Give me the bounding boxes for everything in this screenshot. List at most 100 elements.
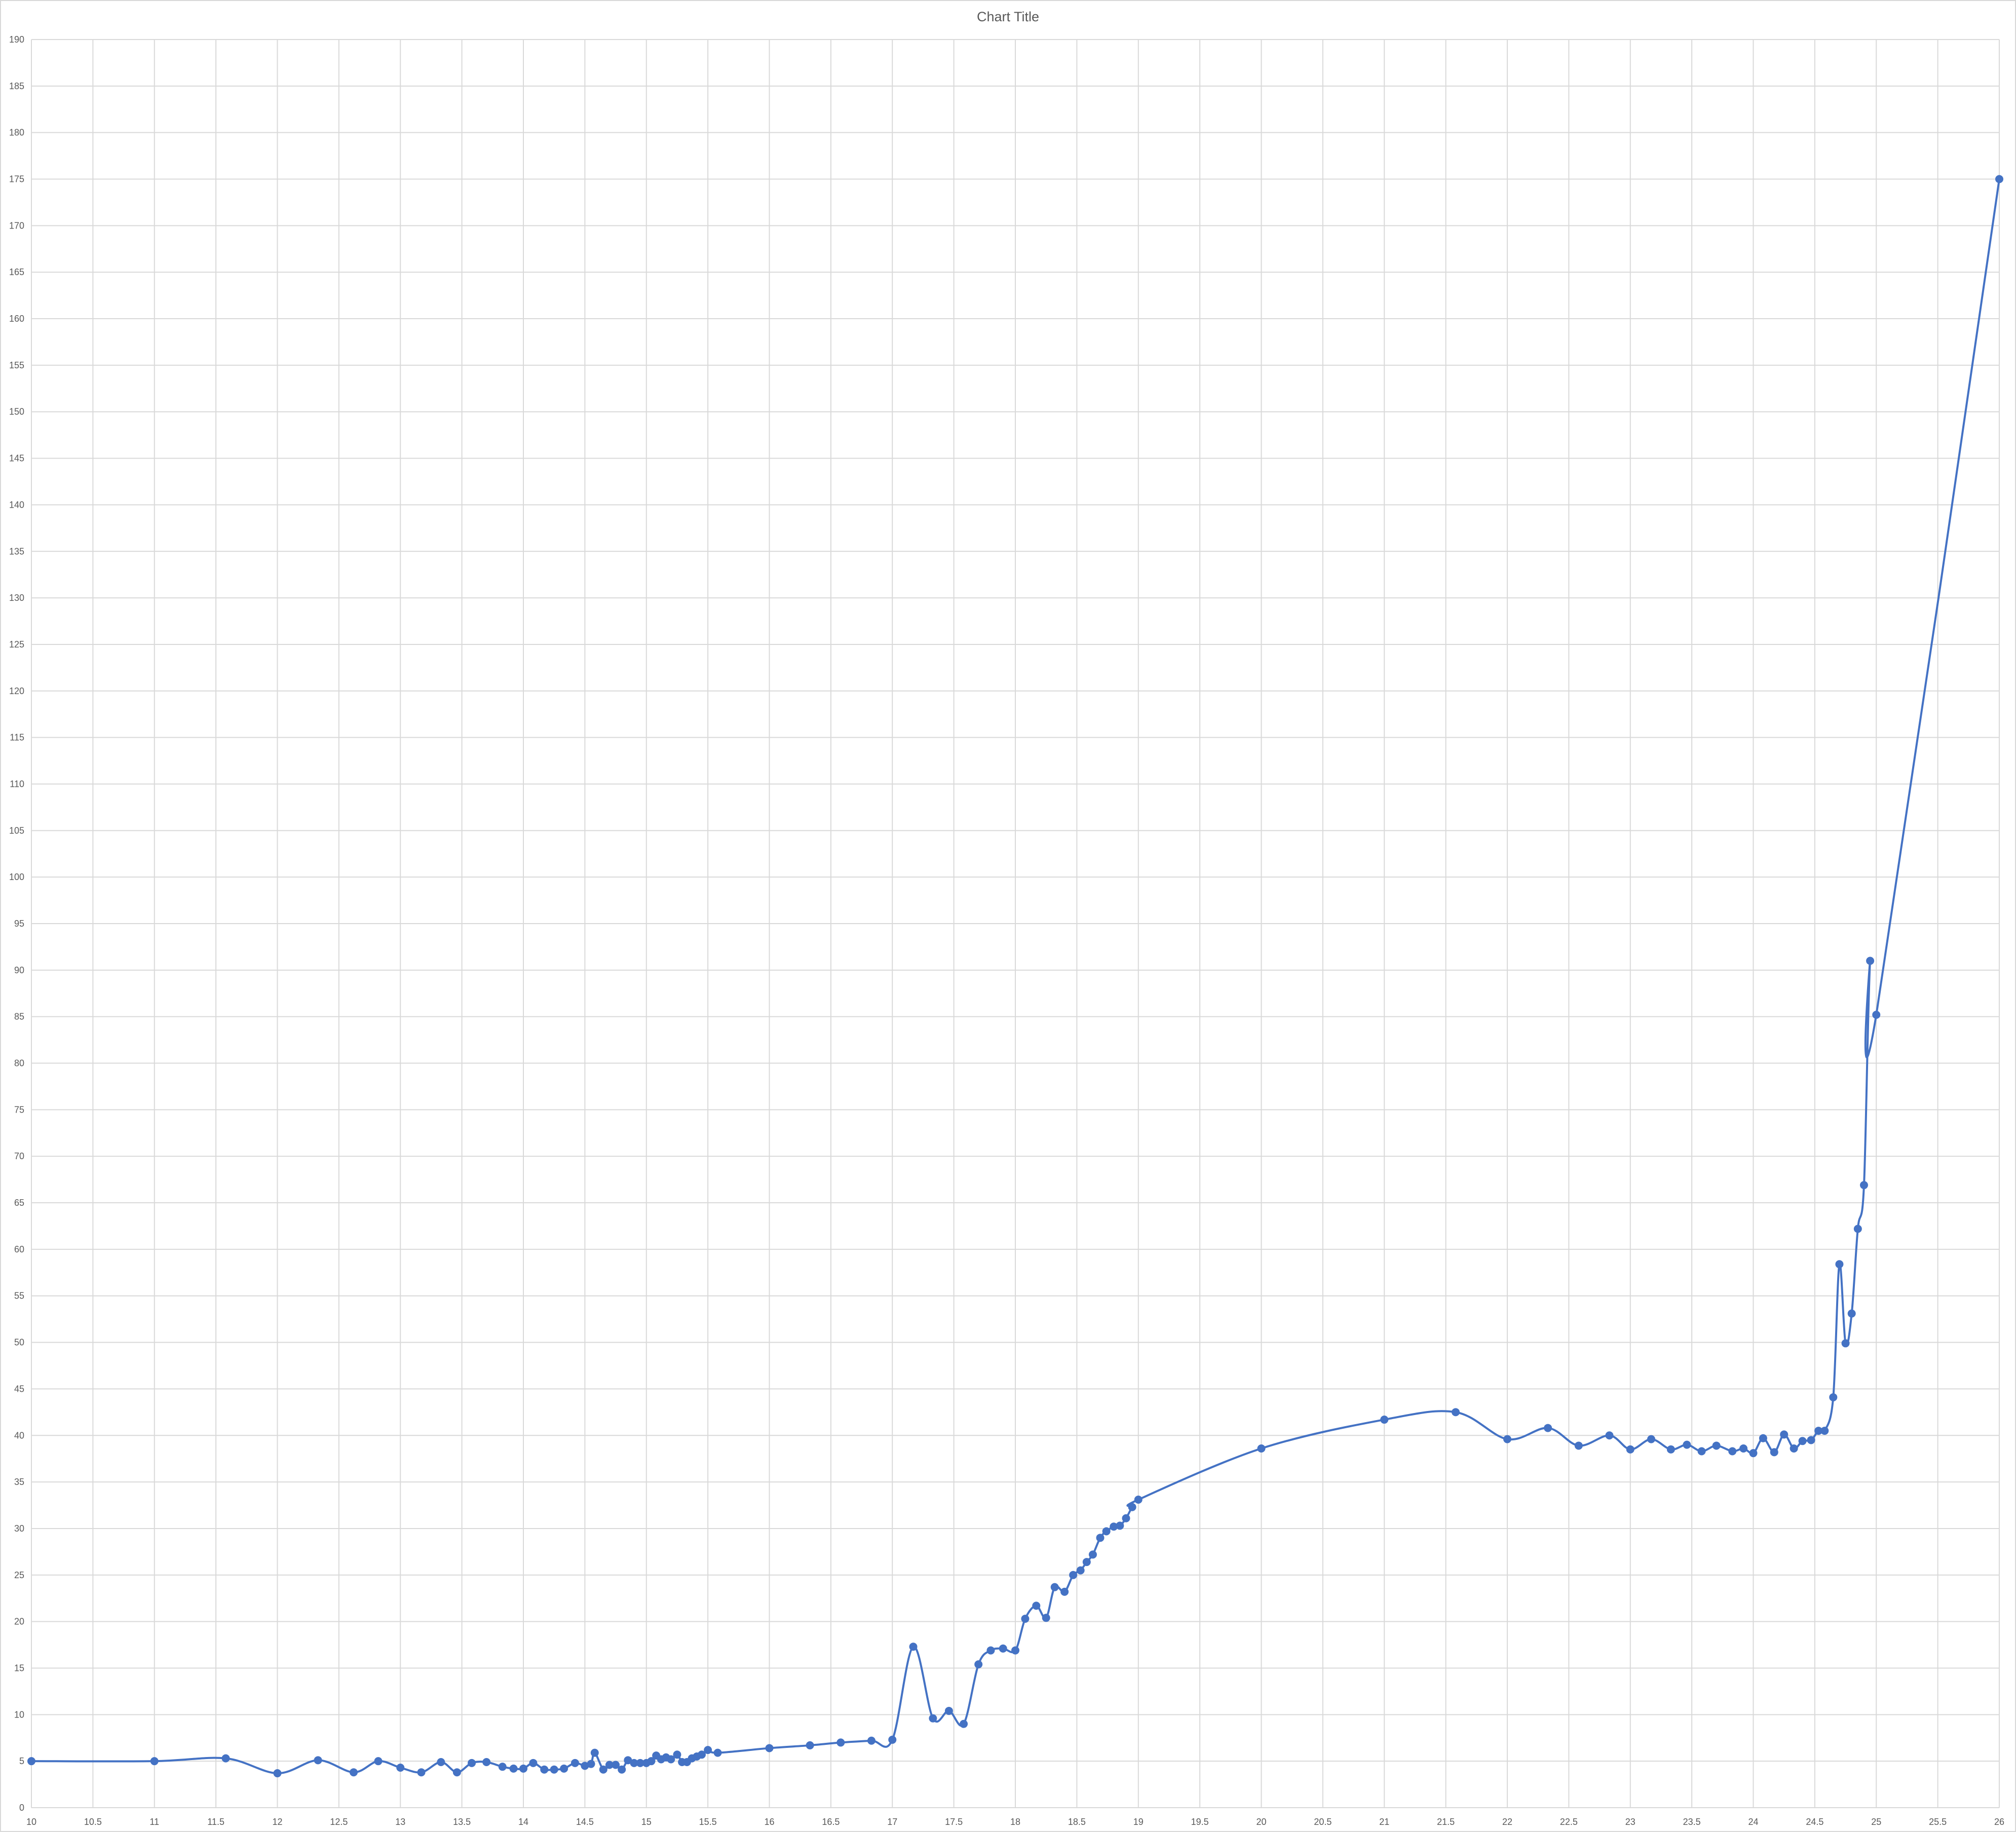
x-tick-label: 25.5: [1929, 1817, 1947, 1827]
y-tick-label: 85: [14, 1012, 24, 1022]
data-point: [590, 1748, 599, 1757]
x-tick-label: 11: [149, 1817, 159, 1827]
x-tick-label: 18: [1010, 1817, 1020, 1827]
data-point: [1728, 1447, 1737, 1456]
x-tick-label: 13.5: [453, 1817, 471, 1827]
x-tick-label: 19.5: [1191, 1817, 1209, 1827]
data-point: [599, 1765, 607, 1774]
y-tick-label: 10: [14, 1709, 24, 1720]
data-point: [1770, 1448, 1778, 1457]
data-point: [1853, 1225, 1862, 1233]
y-tick-label: 15: [14, 1663, 24, 1673]
data-point: [1798, 1437, 1807, 1445]
x-tick-label: 16: [764, 1817, 774, 1827]
x-tick-label: 10: [26, 1817, 36, 1827]
x-tick-label: 24: [1748, 1817, 1758, 1827]
y-tick-label: 180: [9, 128, 24, 138]
data-point: [713, 1748, 722, 1757]
y-tick-label: 50: [14, 1338, 24, 1348]
y-tick-label: 185: [9, 81, 24, 91]
data-point: [1257, 1444, 1266, 1453]
data-point: [1626, 1445, 1634, 1454]
data-point: [1452, 1408, 1460, 1417]
y-tick-label: 80: [14, 1058, 24, 1068]
data-point: [1820, 1427, 1829, 1435]
data-point: [1574, 1441, 1583, 1450]
y-tick-labels: 0 5 10 15 20 25 30 35 40 45 50 55 60 65 70 75 80 85 90 95 10…: [9, 34, 24, 1813]
data-point: [929, 1714, 937, 1723]
data-point: [1866, 957, 1875, 965]
y-tick-label: 55: [14, 1291, 24, 1301]
data-point: [944, 1706, 953, 1715]
data-point: [806, 1741, 814, 1749]
data-point: [1697, 1447, 1706, 1456]
y-tick-label: 115: [10, 733, 24, 743]
data-point: [570, 1759, 579, 1767]
data-point: [509, 1764, 518, 1773]
data-point: [1544, 1424, 1552, 1432]
data-point: [350, 1768, 358, 1777]
data-point: [273, 1769, 282, 1778]
data-point: [1841, 1339, 1850, 1348]
data-point: [27, 1757, 35, 1766]
gridlines: [31, 39, 2000, 1808]
data-point: [1605, 1431, 1614, 1440]
data-point: [1060, 1587, 1069, 1596]
x-tick-label: 16.5: [822, 1817, 840, 1827]
y-tick-label: 165: [9, 267, 24, 277]
data-point: [1021, 1615, 1030, 1623]
x-tick-label: 14.5: [576, 1817, 594, 1827]
data-point: [1829, 1393, 1838, 1401]
data-point: [1128, 1503, 1136, 1511]
data-point: [482, 1758, 491, 1766]
x-tick-label: 19: [1133, 1817, 1144, 1827]
y-tick-label: 95: [14, 919, 24, 929]
data-point: [612, 1761, 620, 1769]
y-tick-label: 75: [14, 1104, 24, 1115]
data-point: [1712, 1441, 1721, 1450]
y-tick-label: 120: [9, 686, 24, 696]
data-point: [540, 1765, 549, 1774]
y-tick-label: 60: [14, 1244, 24, 1254]
y-tick-label: 90: [14, 965, 24, 975]
y-tick-label: 170: [9, 220, 24, 231]
data-point: [396, 1764, 405, 1772]
data-point: [1780, 1430, 1789, 1439]
data-point: [1503, 1435, 1511, 1443]
data-point: [417, 1768, 426, 1777]
y-tick-label: 100: [9, 872, 24, 882]
data-point: [867, 1736, 876, 1745]
data-point: [618, 1765, 626, 1774]
x-tick-label: 23.5: [1683, 1817, 1701, 1827]
y-tick-label: 65: [14, 1198, 24, 1208]
y-tick-label: 135: [9, 546, 24, 556]
y-tick-label: 125: [9, 639, 24, 650]
data-point: [1096, 1534, 1105, 1542]
data-point: [1759, 1434, 1767, 1442]
y-tick-label: 110: [10, 779, 24, 789]
y-tick-label: 105: [9, 825, 24, 835]
x-tick-label: 11.5: [207, 1817, 224, 1827]
data-point: [1116, 1521, 1124, 1530]
x-tick-label: 25: [1871, 1817, 1881, 1827]
x-tick-label: 20.5: [1314, 1817, 1332, 1827]
chart-title: Chart Title: [976, 9, 1040, 24]
data-point: [888, 1735, 897, 1744]
x-tick-label: 15.5: [699, 1817, 717, 1827]
x-tick-label: 21.5: [1437, 1817, 1455, 1827]
data-point: [1847, 1309, 1856, 1318]
x-tick-label: 23: [1625, 1817, 1635, 1827]
data-point: [498, 1763, 507, 1771]
data-point: [909, 1643, 918, 1651]
data-point: [1995, 175, 2003, 183]
data-point: [314, 1756, 322, 1765]
data-point: [529, 1759, 538, 1767]
y-tick-label: 45: [14, 1384, 24, 1394]
data-point: [673, 1750, 681, 1759]
data-point: [1683, 1440, 1691, 1449]
data-point: [1042, 1614, 1050, 1622]
data-point: [437, 1758, 445, 1766]
y-tick-label: 175: [9, 174, 24, 184]
